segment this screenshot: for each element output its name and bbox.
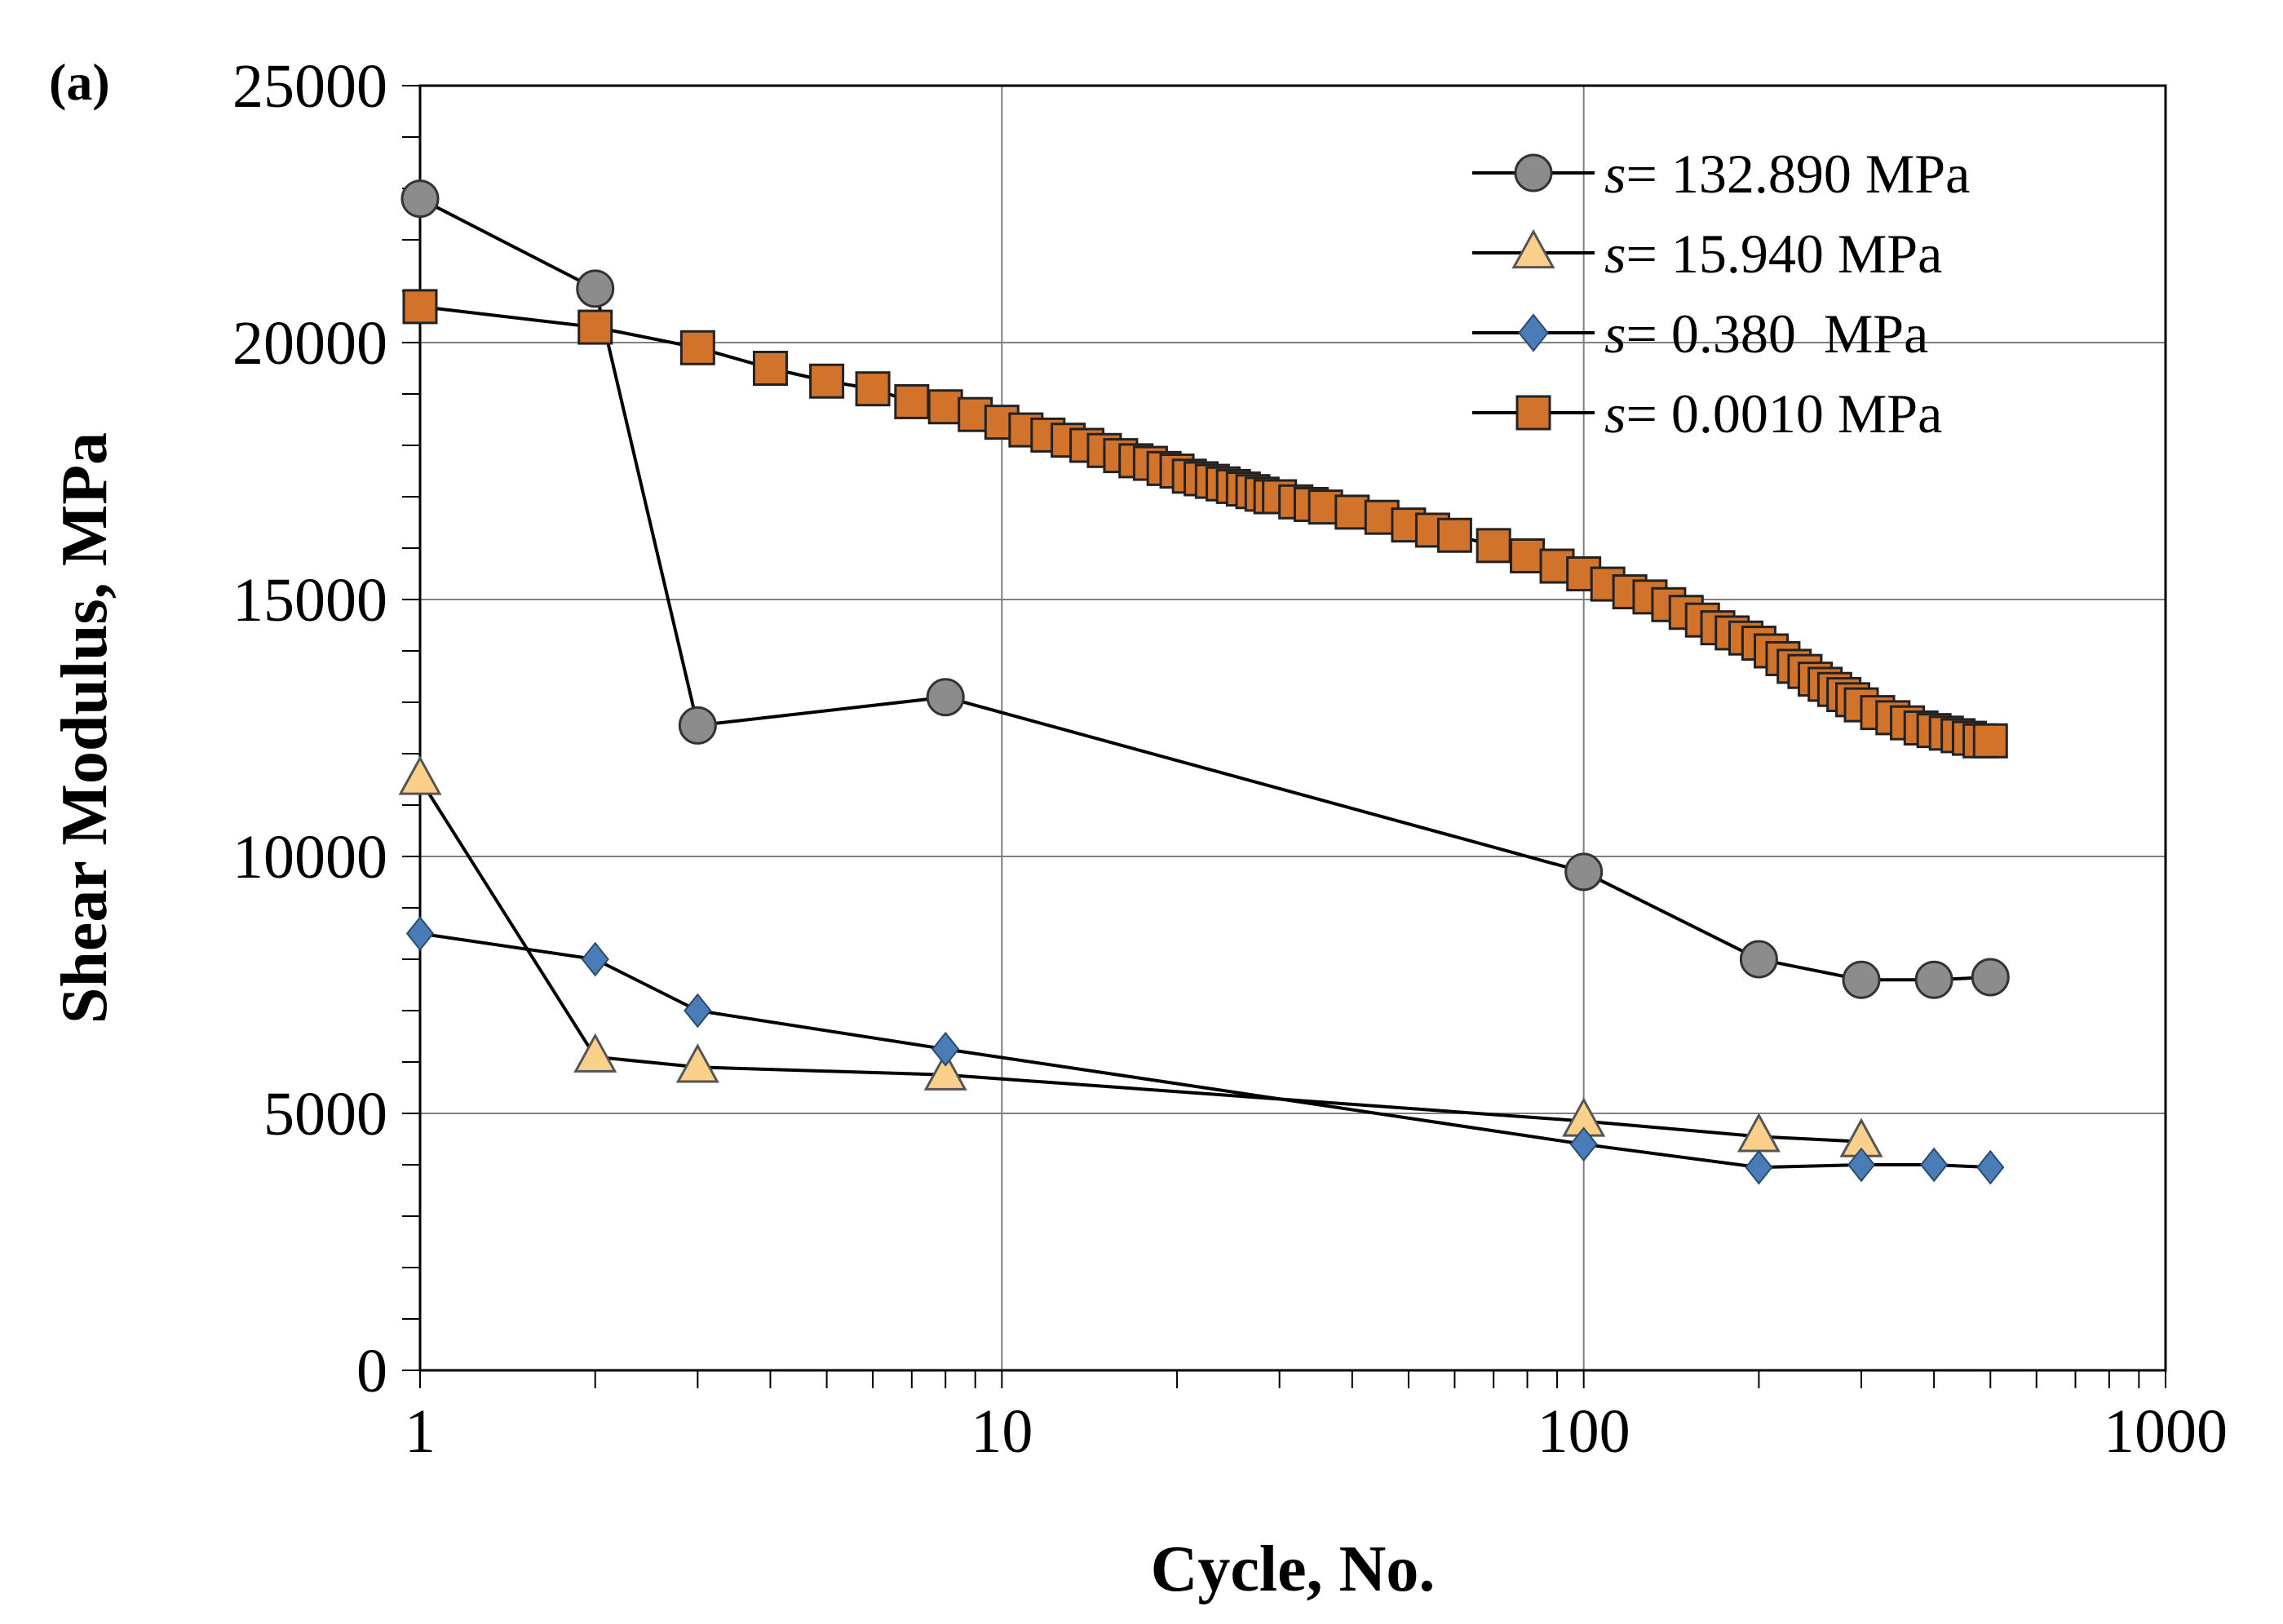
data-point	[923, 1051, 967, 1091]
legend-symbol: s	[1604, 303, 1626, 365]
data-point	[927, 389, 963, 425]
series-circle	[400, 179, 2010, 999]
data-point	[675, 1043, 719, 1083]
data-point	[1920, 1147, 1949, 1183]
data-point	[1842, 960, 1881, 999]
legend-marker	[1518, 313, 1549, 352]
panel-label: (a)	[49, 53, 110, 111]
data-point	[1564, 852, 1604, 892]
y-axis-title: Shear Modulus, MPa	[49, 432, 121, 1024]
data-point	[398, 755, 442, 795]
data-point	[752, 351, 788, 386]
data-point	[1914, 960, 1953, 999]
data-point	[1569, 1126, 1598, 1162]
y-tick-label: 20000	[232, 309, 387, 378]
legend-label: s= 0.0010 MPa	[1604, 383, 1942, 445]
series-line	[418, 778, 1862, 1144]
data-point	[684, 993, 712, 1029]
legend-entry: s= 15.940 MPa	[1472, 223, 1942, 285]
minor-ticks	[402, 85, 2166, 1388]
legend-marker	[1514, 153, 1553, 192]
data-point	[1745, 1149, 1773, 1185]
legend-value: = 15.940 MPa	[1626, 223, 1942, 285]
data-point	[809, 363, 845, 399]
legend-marker	[1515, 395, 1551, 431]
legend-label: s= 15.940 MPa	[1604, 223, 1942, 285]
legend-symbol: s	[1604, 383, 1626, 445]
data-point	[573, 1033, 617, 1073]
data-point	[1436, 517, 1472, 553]
legend-symbol: s	[1604, 143, 1626, 205]
legend-symbol: s	[1604, 223, 1626, 285]
data-point	[577, 309, 613, 345]
y-tick-label: 25000	[232, 52, 387, 121]
data-point	[581, 941, 609, 977]
series-line	[419, 304, 1991, 743]
data-point	[855, 371, 891, 407]
series-diamond	[405, 916, 2005, 1185]
legend-label: s= 132.890 MPa	[1604, 143, 1970, 205]
data-point	[405, 916, 435, 951]
data-point	[1510, 538, 1546, 573]
data-point	[1739, 940, 1778, 979]
y-tick-label: 15000	[232, 566, 387, 635]
x-tick-label: 100	[1537, 1397, 1630, 1466]
data-point	[1971, 958, 2010, 997]
legend-entry: s= 0.0010 MPa	[1472, 383, 1942, 445]
x-tick-label: 1000	[2104, 1397, 2228, 1466]
legend-label: s= 0.380 MPa	[1604, 303, 1928, 365]
data-point	[1737, 1113, 1781, 1153]
data-point	[894, 383, 930, 419]
tick-labels: 0 5000 10000 15000 20000 25000 1 10 100 1000	[232, 52, 2228, 1466]
data-point	[402, 289, 438, 325]
x-axis-title: Cycle, No.	[1151, 1533, 1436, 1605]
plot-area-frame	[418, 84, 2167, 1372]
data-point	[1976, 1149, 2005, 1185]
series-triangle	[398, 755, 1883, 1157]
legend-entry: s= 132.890 MPa	[1472, 143, 1970, 205]
legend-value: = 0.0010 MPa	[1626, 383, 1942, 445]
series-layer	[398, 179, 2010, 1185]
data-point	[576, 269, 615, 308]
legend-value: = 0.380 MPa	[1626, 303, 1928, 365]
data-point	[1847, 1147, 1876, 1183]
data-point	[400, 179, 440, 219]
data-point	[1972, 723, 2008, 759]
data-point	[1334, 494, 1370, 530]
x-tick-label: 1	[405, 1397, 436, 1466]
y-tick-label: 0	[356, 1337, 387, 1405]
data-point	[678, 706, 717, 745]
x-tick-label: 10	[971, 1397, 1033, 1466]
legend-value: = 132.890 MPa	[1626, 143, 1970, 205]
data-point	[679, 330, 715, 365]
legend-entry: s= 0.380 MPa	[1472, 303, 1928, 365]
series-square	[402, 289, 2008, 759]
data-point	[931, 1031, 960, 1067]
data-point	[1476, 528, 1511, 564]
y-tick-label: 5000	[263, 1080, 387, 1148]
y-tick-label: 10000	[232, 823, 387, 892]
legend-marker	[1511, 228, 1555, 269]
data-point	[926, 678, 965, 717]
